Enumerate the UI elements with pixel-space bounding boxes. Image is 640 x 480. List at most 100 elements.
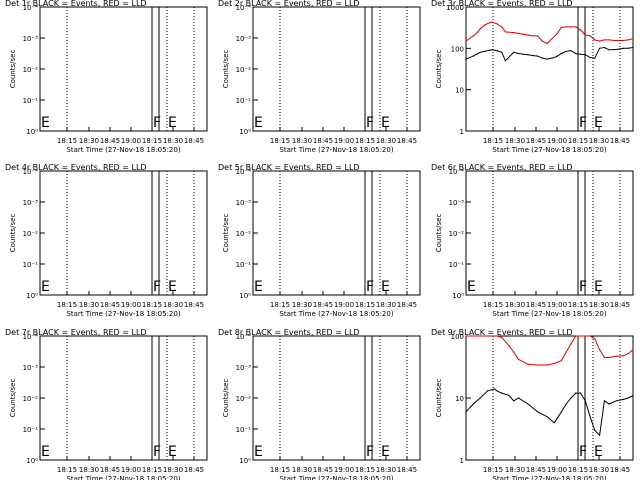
marker-label-f: F <box>153 279 161 295</box>
x-tick-label: 18:15 <box>270 137 290 145</box>
plot-frame <box>39 335 208 461</box>
x-tick-label: 19:00 <box>547 466 567 474</box>
series-point <box>584 335 586 337</box>
series-point <box>484 24 486 26</box>
series-point <box>489 22 491 24</box>
marker-label-f: F <box>366 444 374 460</box>
x-tick-label: 18:15 <box>270 466 290 474</box>
series-point <box>517 52 520 55</box>
y-tick-label: 10⁻³ <box>23 364 39 372</box>
y-tick-label: 10⁰ <box>239 457 251 465</box>
x-tick-label: 18:45 <box>313 466 333 474</box>
x-tick-label: 18:30 <box>292 466 312 474</box>
y-tick-label: 10⁻⁴ <box>449 168 465 176</box>
series-point <box>486 335 489 337</box>
series-point <box>565 351 567 353</box>
y-tick-label: 10⁻⁴ <box>23 168 39 176</box>
series-point <box>501 51 503 53</box>
flag-interval-box <box>151 6 160 132</box>
series-point <box>522 33 524 35</box>
x-tick-label: 18:45 <box>610 466 630 474</box>
series-point <box>465 40 467 42</box>
y-tick-label: 100 <box>451 45 464 53</box>
series-point <box>570 397 572 399</box>
series-point <box>532 35 534 37</box>
plot-frame <box>465 335 634 461</box>
marker-label-e: E <box>381 444 390 460</box>
x-tick-label: 18:30 <box>163 137 183 145</box>
x-tick-label: 18:30 <box>163 466 183 474</box>
series-point <box>570 343 572 345</box>
series-point <box>579 335 582 337</box>
series-point <box>608 39 610 41</box>
y-tick-label: 10⁻⁴ <box>23 333 39 341</box>
series-point <box>513 351 515 353</box>
series-point <box>465 335 467 337</box>
x-axis-label: Start Time (27-Nov-18 18:05:20) <box>492 475 606 480</box>
x-tick-label: 18:45 <box>100 301 120 309</box>
series-point <box>527 363 529 365</box>
series-point <box>632 38 634 40</box>
series-point <box>627 397 629 399</box>
x-tick-label: 18:30 <box>376 137 396 145</box>
series-point <box>501 26 503 28</box>
flag-interval-box <box>577 170 586 296</box>
x-axis-label: Start Time (27-Nov-18 18:05:20) <box>66 475 180 480</box>
x-tick-label: 19:00 <box>121 301 141 309</box>
y-tick-label: 10⁻¹ <box>23 261 39 269</box>
x-tick-label: 18:15 <box>57 301 77 309</box>
x-axis-label: Start Time (27-Nov-18 18:05:20) <box>66 146 180 154</box>
y-tick-label: 10⁻³ <box>23 199 39 207</box>
series-point <box>553 422 555 424</box>
y-tick-label: 10⁻¹ <box>236 97 252 105</box>
x-tick-label: 18:45 <box>526 301 546 309</box>
y-tick-label: 10 <box>455 395 464 403</box>
series-point <box>584 34 586 36</box>
x-tick-label: 18:45 <box>100 466 120 474</box>
x-axis-label: Start Time (27-Nov-18 18:05:20) <box>492 310 606 318</box>
flag-interval-box <box>364 335 373 461</box>
series-point <box>513 400 515 402</box>
series-point <box>615 355 617 357</box>
x-axis-label: Start Time (27-Nov-18 18:05:20) <box>279 146 393 154</box>
series-point <box>560 26 563 29</box>
x-tick-label: 18:45 <box>184 301 204 309</box>
marker-label-f: F <box>366 279 374 295</box>
x-tick-label: 18:45 <box>313 137 333 145</box>
y-tick-label: 10⁻² <box>23 66 39 74</box>
series-point <box>496 23 498 25</box>
series-point <box>622 47 625 49</box>
x-tick-label: 18:15 <box>568 137 588 145</box>
series-point <box>599 47 601 49</box>
y-tick-label: 10⁻¹ <box>23 97 39 105</box>
series-point <box>608 356 610 359</box>
plot-frame <box>252 170 421 296</box>
y-axis-label: Counts/sec <box>222 379 230 418</box>
x-tick-label: 18:45 <box>313 301 333 309</box>
series-point <box>465 58 467 60</box>
flag-interval-box <box>364 6 373 132</box>
series-point <box>491 21 493 23</box>
x-tick-label: 18:15 <box>483 137 503 145</box>
series-point <box>627 353 629 355</box>
series-point <box>560 52 563 55</box>
x-tick-label: 18:45 <box>526 137 546 145</box>
plot-frame <box>39 6 208 132</box>
y-axis-label: Counts/sec <box>435 214 443 253</box>
x-tick-label: 18:15 <box>568 466 588 474</box>
series-line-events <box>465 46 634 62</box>
series-point <box>537 55 539 57</box>
y-tick-label: 1 <box>460 457 464 465</box>
y-axis-label: Counts/sec <box>9 379 17 418</box>
x-tick-label: 19:00 <box>334 301 354 309</box>
x-tick-label: 18:15 <box>57 466 77 474</box>
x-axis-label: Start Time (27-Nov-18 18:05:20) <box>492 146 606 154</box>
x-tick-label: 18:15 <box>57 137 77 145</box>
flag-interval-box <box>577 6 586 132</box>
marker-label-e-left: E <box>41 115 50 131</box>
y-tick-label: 10⁰ <box>26 457 38 465</box>
